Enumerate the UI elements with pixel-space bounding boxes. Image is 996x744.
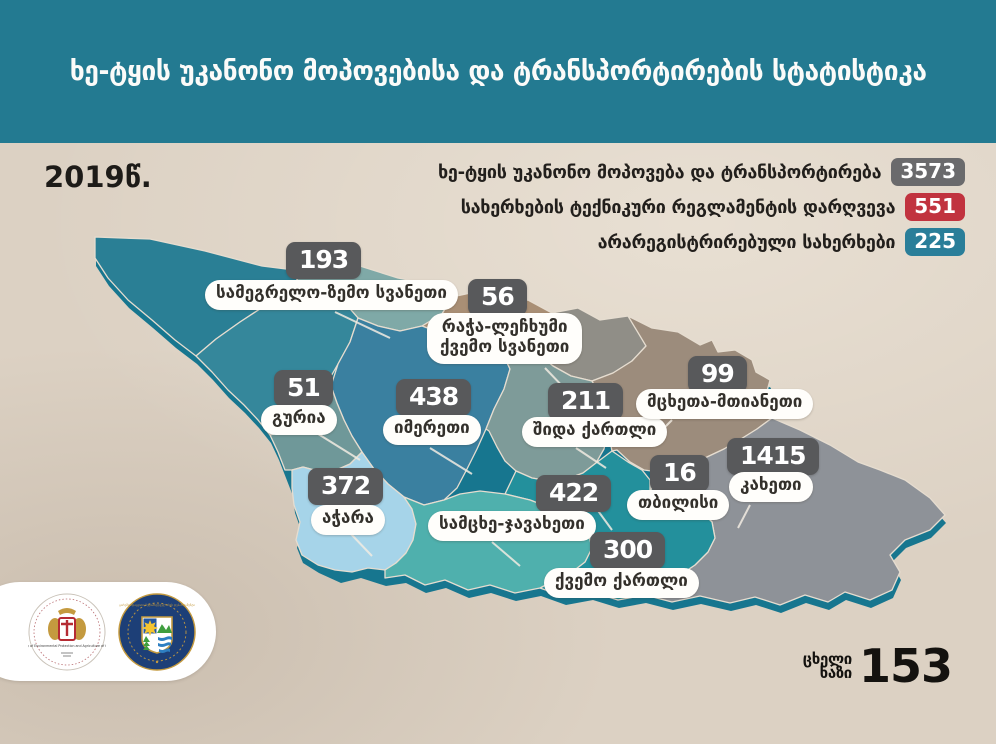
count-badge-mtskheta-mtianeti: 99 <box>688 356 747 393</box>
region-label-shida-kartli: შიდა ქართლი <box>522 417 668 447</box>
region-label-guria: გურია <box>261 405 337 435</box>
region-label-samegrelo: სამეგრელო-ზემო სვანეთი <box>205 280 458 310</box>
ministry-of-environment-logo: Ministry of Environmental Protection and… <box>28 593 106 670</box>
header-banner: ხე-ტყის უკანონო მოპოვებისა და ტრანსპორტი… <box>0 0 996 143</box>
legend-value-illegal-logging: 3573 <box>891 158 965 186</box>
supervision-logo-caption: გარემოსდაცვითი ზედამხედველობის დეპარტამე… <box>119 603 195 607</box>
count-badge-kakheti: 1415 <box>727 438 819 475</box>
legend-value-sawmill-violation: 551 <box>905 193 965 221</box>
legend-value-unregistered-sawmills: 225 <box>905 228 965 256</box>
hotline-word-1: ცხელი <box>802 649 853 668</box>
region-label-samtskhe-javakheti: სამცხე-ჯავახეთი <box>428 511 596 541</box>
hotline-word-2: ხაზი <box>819 664 853 682</box>
legend-row: სახერხების ტექნიკური რეგლამენტის დარღვევ… <box>438 193 965 221</box>
region-label-mtskheta-mtianeti: მცხეთა-მთიანეთი <box>636 389 814 419</box>
region-label-tbilisi: თბილისი <box>627 490 730 520</box>
legend-label-illegal-logging: ხე-ტყის უკანონო მოპოვება და ტრანსპორტირე… <box>437 161 882 183</box>
legend-label-unregistered-sawmills: არარეგისტრირებული სახერხები <box>597 231 896 253</box>
legend-row: ხე-ტყის უკანონო მოპოვება და ტრანსპორტირე… <box>438 158 965 186</box>
region-label-racha-line1: რაჭა-ლეჩხუმი <box>441 317 568 337</box>
hotline-number: 153 <box>858 639 953 693</box>
count-badge-samtskhe-javakheti: 422 <box>536 475 612 512</box>
count-badge-tbilisi: 16 <box>650 455 709 492</box>
count-badge-racha: 56 <box>468 279 527 316</box>
count-badge-imereti: 438 <box>396 379 472 416</box>
ministry-logo-caption: Ministry of Environmental Protection and… <box>28 644 106 648</box>
legend: ხე-ტყის უკანონო მოპოვება და ტრანსპორტირე… <box>438 158 965 256</box>
hotline-label: ცხელი ხაზი <box>802 649 853 682</box>
region-label-racha-line2: ქვემო სვანეთი <box>440 336 570 357</box>
count-badge-adjara: 372 <box>308 468 384 505</box>
region-label-imereti: იმერეთი <box>383 415 481 445</box>
region-label-kakheti: კახეთი <box>729 472 813 502</box>
legend-row: არარეგისტრირებული სახერხები 225 <box>438 228 965 256</box>
hotline: ცხელი ხაზი 153 <box>802 639 953 693</box>
region-label-adjara: აჭარა <box>311 505 385 535</box>
page-title: ხე-ტყის უკანონო მოპოვებისა და ტრანსპორტი… <box>69 56 927 87</box>
logo-strip: Ministry of Environmental Protection and… <box>0 582 216 681</box>
environmental-supervision-logo: გარემოსდაცვითი ზედამხედველობის დეპარტამე… <box>118 592 196 671</box>
count-badge-samegrelo: 193 <box>286 242 362 279</box>
legend-label-sawmill-violation: სახერხების ტექნიკური რეგლამენტის დარღვევ… <box>460 196 896 218</box>
region-label-kvemo-kartli: ქვემო ქართლი <box>544 568 699 598</box>
year-label: 2019წ. <box>44 160 152 194</box>
region-label-racha: რაჭა-ლეჩხუმი ქვემო სვანეთი <box>427 313 583 365</box>
count-badge-kvemo-kartli: 300 <box>590 532 666 569</box>
count-badge-shida-kartli: 211 <box>548 383 624 420</box>
count-badge-guria: 51 <box>274 370 333 407</box>
